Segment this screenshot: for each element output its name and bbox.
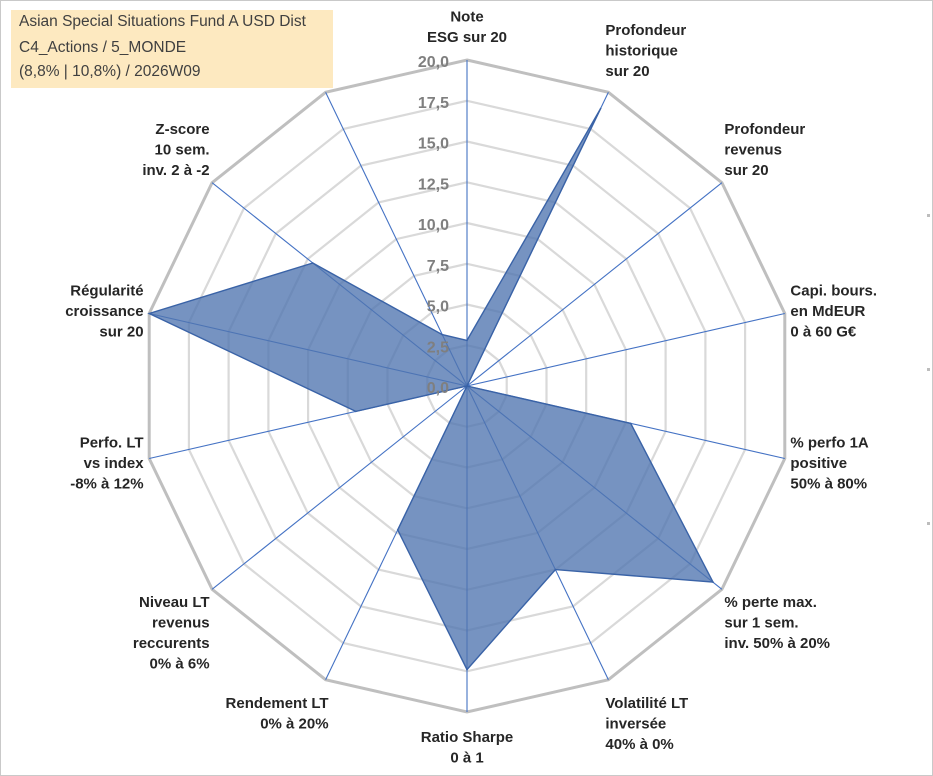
axis-label-line: Profondeur — [605, 22, 686, 39]
data-point — [312, 262, 314, 264]
tick-label: 15,0 — [418, 136, 449, 153]
axis-label-line: 0 à 1 — [450, 750, 483, 767]
axis-label-line: -8% à 12% — [70, 476, 143, 493]
scroll-marker — [927, 522, 930, 525]
axis-spoke — [211, 385, 468, 590]
axis-label-line: 50% à 80% — [790, 476, 867, 493]
data-point — [466, 668, 468, 671]
tick-label: 5,0 — [427, 299, 449, 316]
axis-label-line: sur 20 — [605, 63, 649, 80]
axis-label-line: 0 à 60 G€ — [790, 323, 857, 340]
axis-label-line: vs index — [84, 455, 145, 472]
axis-label-line: Régularité — [70, 282, 143, 299]
fund-name: Asian Special Situations Fund A USD Dist — [19, 13, 306, 30]
axis-spoke — [466, 312, 785, 387]
tick-label: 12,5 — [418, 176, 449, 193]
axis-label-line: Capi. bours. — [790, 282, 877, 299]
data-point — [396, 529, 399, 531]
axis-label-line: Profondeur — [724, 121, 805, 138]
axis-label-line: Note — [450, 9, 483, 26]
axis-label-line: % perte max. — [724, 594, 817, 611]
axis-label: Niveau LT revenus reccurents 0% à 6% — [133, 594, 210, 673]
data-point — [466, 339, 468, 342]
data-point — [629, 422, 632, 425]
tick-label: 7,5 — [427, 258, 449, 275]
axis-label-line: en MdEUR — [790, 303, 865, 320]
data-point — [148, 312, 150, 315]
axis-label-line: inv. 2 à -2 — [142, 162, 209, 179]
tick-label: 17,5 — [418, 95, 449, 112]
axis-label-line: croissance — [65, 303, 143, 320]
fund-range-week: (8,8% | 10,8%) / 2026W09 — [19, 63, 201, 80]
data-point — [441, 333, 444, 336]
radar-series — [147, 107, 715, 671]
scroll-marker — [927, 214, 930, 217]
axis-label-line: Niveau LT — [139, 594, 210, 611]
axis-label-line: Perfo. LT — [80, 435, 144, 452]
axis-label: Rendement LT 0% à 20% — [226, 695, 329, 733]
axis-label-line: % perfo 1A — [790, 435, 869, 452]
axis-label: % perte max. sur 1 sem. inv. 50% à 20% — [724, 594, 830, 652]
axis-label: % perfo 1A positive 50% à 80% — [790, 435, 869, 493]
axis-label: Capi. bours. en MdEUR 0 à 60 G€ — [790, 282, 877, 340]
axis-label-line: revenus — [724, 141, 782, 158]
scroll-marker — [927, 368, 930, 371]
data-point — [599, 107, 602, 110]
axis-label-line: Rendement LT — [226, 695, 329, 712]
tick-label: 10,0 — [418, 217, 449, 234]
axis-label: Profondeur revenus sur 20 — [724, 121, 805, 179]
axis-label: Note ESG sur 20 — [427, 9, 507, 47]
data-point — [554, 568, 557, 571]
axis-label-line: Ratio Sharpe — [421, 729, 514, 746]
axis-label-line: historique — [605, 42, 678, 59]
data-point — [712, 581, 714, 583]
axis-label-line: Z-score — [155, 121, 209, 138]
axis-label: Perfo. LT vs index -8% à 12% — [70, 435, 144, 493]
axis-spoke — [466, 182, 723, 387]
fund-category: C4_Actions / 5_MONDE — [19, 39, 187, 56]
axis-label-line: 0% à 20% — [260, 716, 328, 733]
axis-label-line: reccurents — [133, 635, 210, 652]
series-area — [147, 108, 715, 671]
axis-label-line: ESG sur 20 — [427, 29, 507, 46]
axis-label-line: sur 20 — [99, 323, 143, 340]
axis-label-line: 40% à 0% — [605, 736, 673, 753]
axis-label-line: revenus — [152, 615, 210, 632]
axis-label: Z-score 10 sem. inv. 2 à -2 — [142, 121, 209, 179]
radial-tick-labels: 0,0 2,5 5,0 7,5 10,0 12,5 15,0 17,5 20,0 — [418, 54, 449, 397]
fund-title-box: Asian Special Situations Fund A USD Dist… — [11, 10, 333, 88]
tick-label: 20,0 — [418, 54, 449, 71]
axis-label: Régularité croissance sur 20 — [65, 282, 143, 340]
axis-label-line: Volatilité LT — [605, 695, 688, 712]
axis-label-line: sur 1 sem. — [724, 615, 798, 632]
data-point — [355, 410, 357, 413]
axis-label-line: 0% à 6% — [150, 656, 210, 673]
axis-label: Profondeur historique sur 20 — [605, 22, 686, 80]
tick-label: 0,0 — [427, 380, 449, 397]
axis-label: Volatilité LT inversée 40% à 0% — [605, 695, 688, 753]
data-point — [466, 385, 468, 387]
axis-label: Ratio Sharpe 0 à 1 — [421, 729, 514, 767]
axis-label-line: inversée — [605, 716, 666, 733]
axis-label-line: sur 20 — [724, 162, 768, 179]
axis-label-line: 10 sem. — [155, 141, 210, 158]
axis-label-line: positive — [790, 455, 847, 472]
tick-label: 2,5 — [427, 339, 449, 356]
axis-label-line: inv. 50% à 20% — [724, 635, 830, 652]
